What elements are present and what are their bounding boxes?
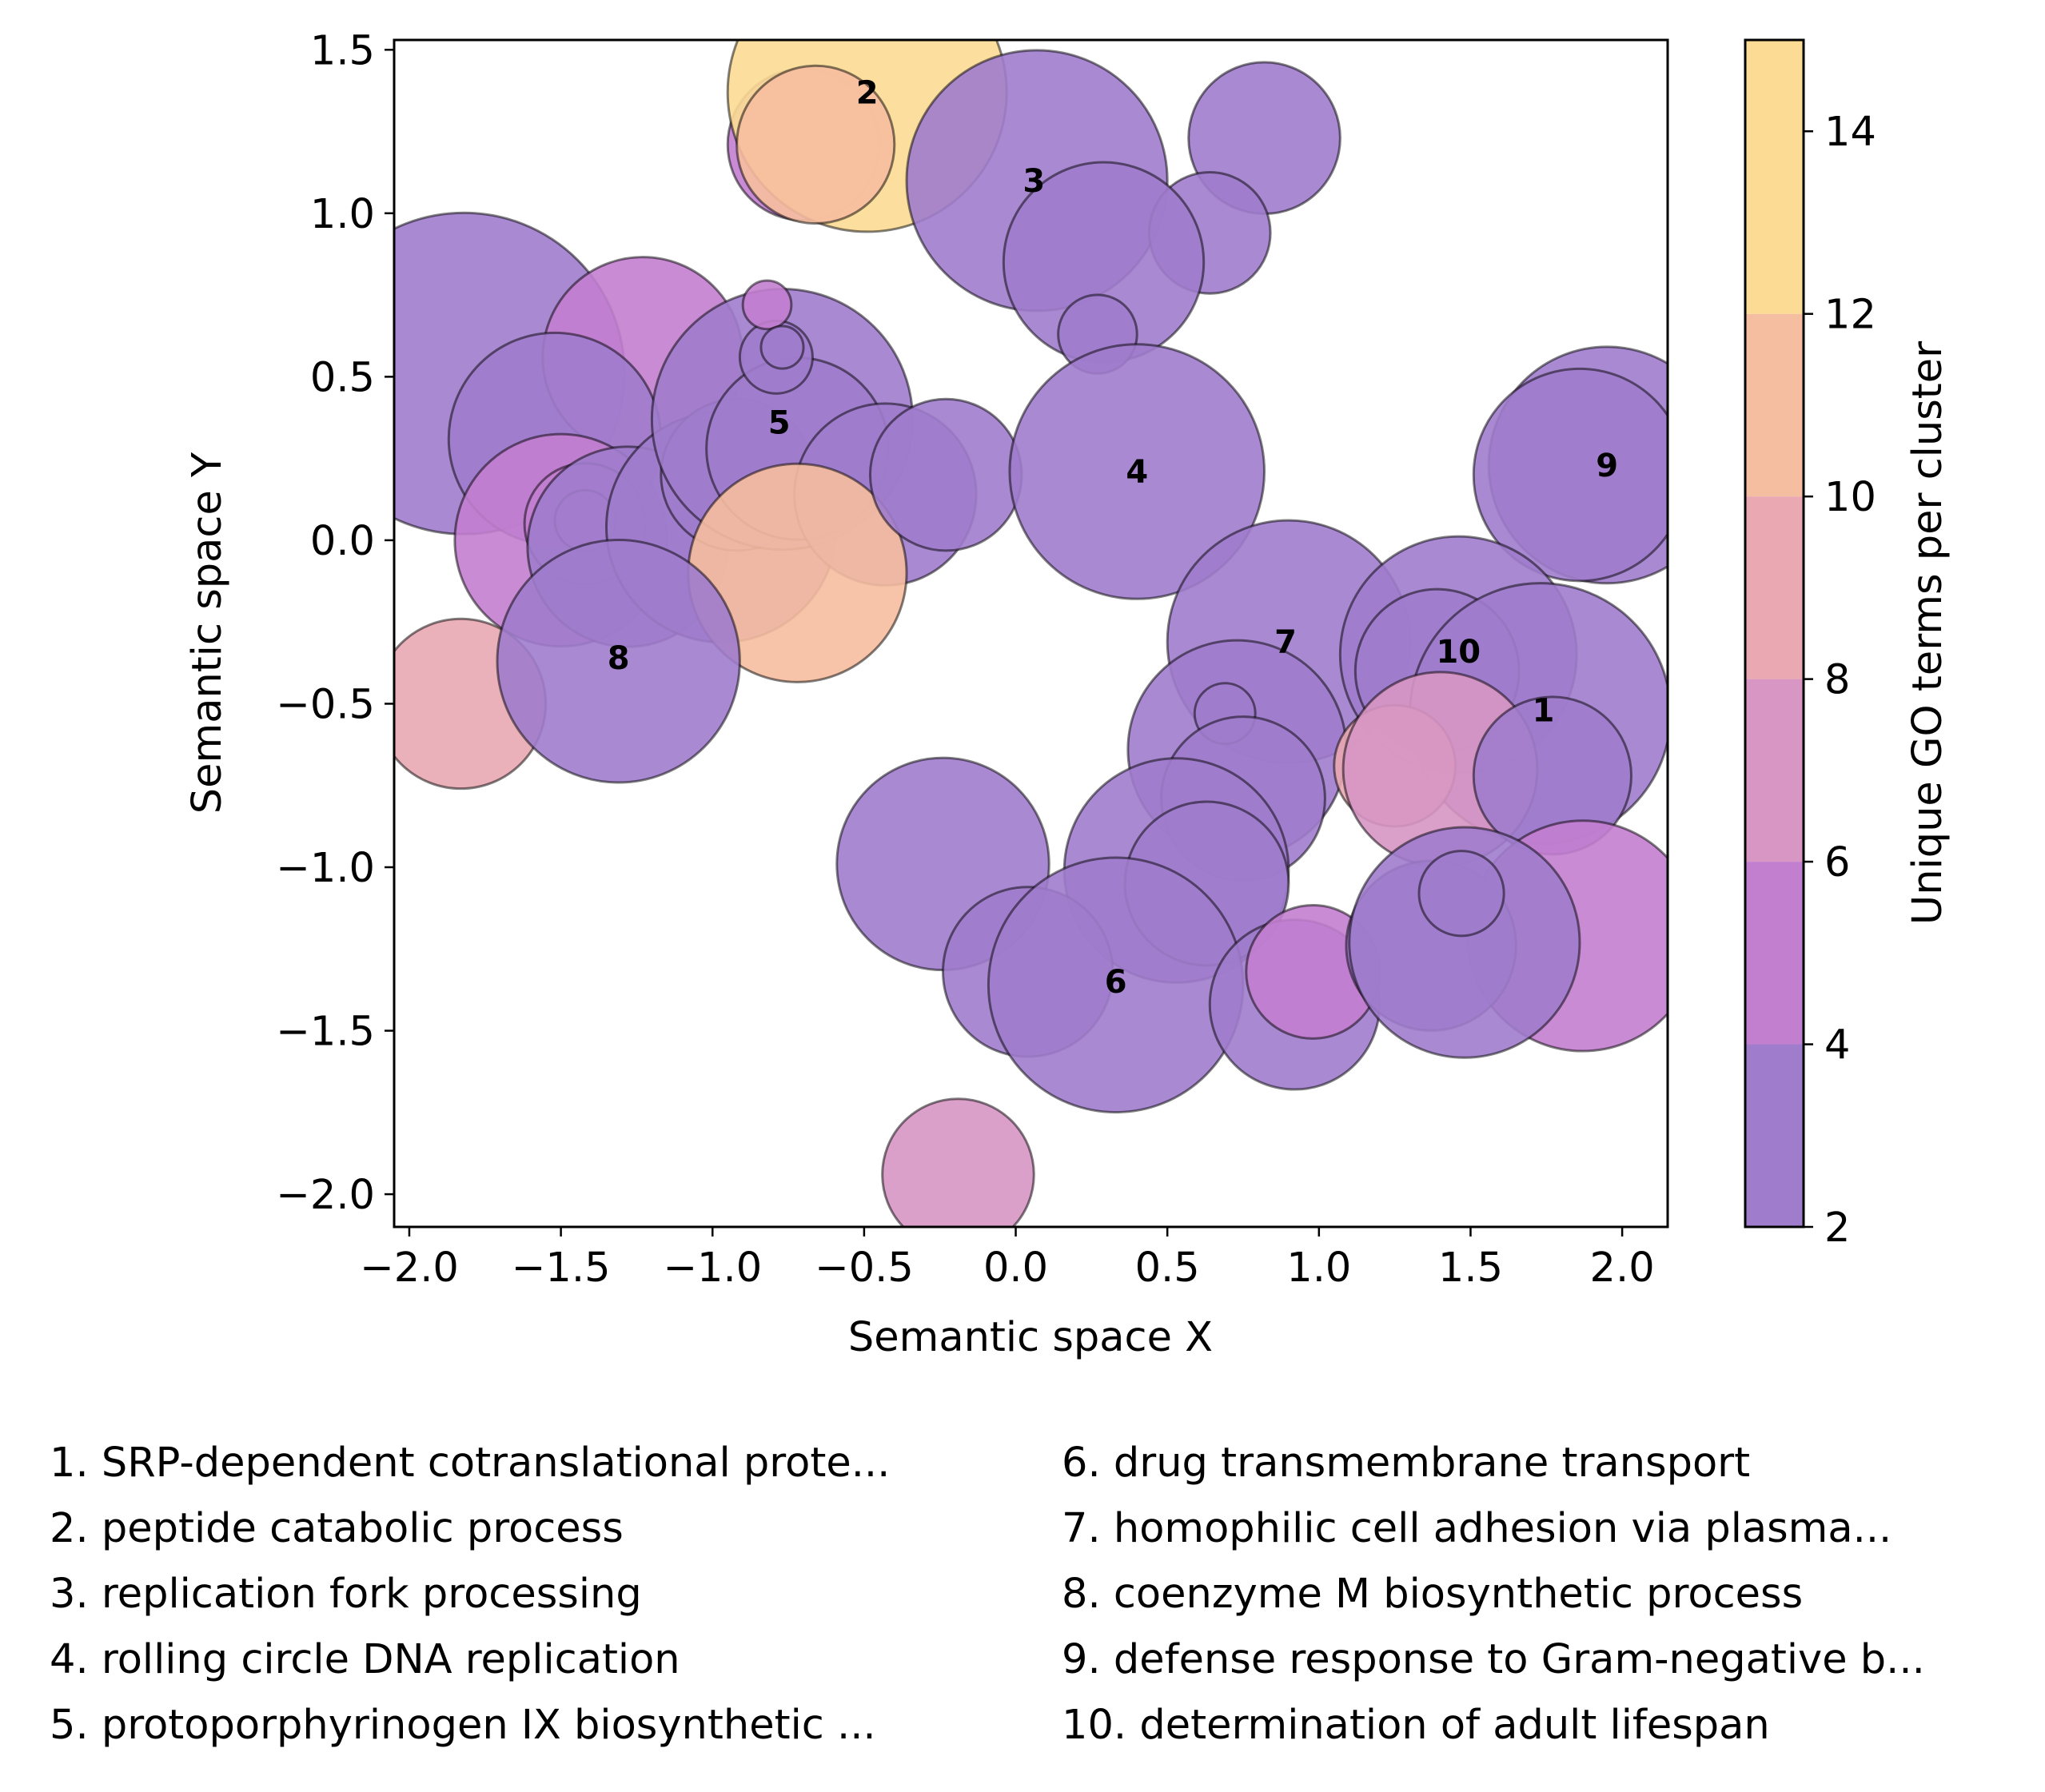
colorbar-tick-label: 8 <box>1824 657 1850 704</box>
cluster-label-6: 6 <box>1105 964 1127 1001</box>
cluster-label-10: 10 <box>1436 634 1481 671</box>
x-tick-label: 1.5 <box>1438 1244 1503 1292</box>
bubble-layer <box>394 40 1668 1227</box>
cluster-label-5: 5 <box>768 405 791 442</box>
x-tick-label: −1.5 <box>512 1244 611 1292</box>
colorbar-band-6 <box>1745 40 1804 314</box>
cluster-label-9: 9 <box>1596 448 1618 484</box>
cluster-label-4: 4 <box>1126 454 1148 491</box>
y-tick-label: −1.0 <box>276 845 375 892</box>
legend-item-5: 5. protoporphyrinogen IX biosynthetic ..… <box>50 1702 876 1749</box>
colorbar-band-4 <box>1745 496 1804 679</box>
bubble-30 <box>1472 367 1668 583</box>
colorbar-band-3 <box>1745 679 1804 862</box>
y-tick-label: −1.5 <box>276 1009 375 1056</box>
x-tick-label: 1.0 <box>1286 1244 1351 1292</box>
x-tick-label: −2.0 <box>360 1244 459 1292</box>
y-axis-label: Semantic space Y <box>184 452 231 814</box>
cluster-label-7: 7 <box>1274 624 1297 661</box>
colorbar <box>1745 40 1804 1227</box>
bubble-52 <box>881 1097 1035 1227</box>
colorbar-tick-label: 10 <box>1824 474 1876 521</box>
cluster-label-2: 2 <box>856 74 879 111</box>
y-tick-label: −2.0 <box>276 1172 375 1219</box>
cluster-label-3: 3 <box>1022 163 1045 200</box>
cluster-legend-left: 1. SRP-dependent cotranslational prote..… <box>50 1431 890 1758</box>
x-tick-label: −1.0 <box>663 1244 762 1292</box>
colorbar-tick-label: 14 <box>1824 109 1876 156</box>
x-tick-label: −0.5 <box>815 1244 914 1292</box>
colorbar-tick-label: 2 <box>1824 1205 1850 1252</box>
y-tick-label: 1.0 <box>310 191 375 238</box>
x-tick-label: 0.0 <box>983 1244 1048 1292</box>
bubble-17 <box>868 397 1023 552</box>
legend-item-9: 9. defense response to Gram-negative b..… <box>1062 1636 1925 1683</box>
legend-item-7: 7. homophilic cell adhesion via plasma..… <box>1062 1505 1892 1552</box>
bubble-51 <box>1417 850 1505 938</box>
colorbar-label: Unique GO terms per cluster <box>1904 341 1951 925</box>
bubble-13 <box>741 279 793 331</box>
y-axis-ticks: −2.0 −1.5 −1.0 −0.5 0.0 0.5 1.0 1.5 <box>276 27 394 1219</box>
bubble-28 <box>1008 343 1266 600</box>
bubble-14 <box>759 325 805 370</box>
colorbar-tick-label: 12 <box>1824 292 1876 339</box>
cluster-label-8: 8 <box>608 640 630 677</box>
colorbar-band-2 <box>1745 862 1804 1045</box>
legend-item-2: 2. peptide catabolic process <box>50 1505 624 1552</box>
x-tick-label: 2.0 <box>1590 1244 1655 1292</box>
x-axis-label: Semantic space X <box>848 1314 1213 1361</box>
y-tick-label: 0.5 <box>310 354 375 401</box>
x-tick-label: 0.5 <box>1135 1244 1200 1292</box>
legend-item-3: 3. replication fork processing <box>50 1571 642 1618</box>
cluster-label-1: 1 <box>1533 693 1555 730</box>
legend-item-4: 4. rolling circle DNA replication <box>50 1636 680 1683</box>
colorbar-tick-label: 4 <box>1824 1022 1850 1069</box>
x-axis-ticks: −2.0 −1.5 −1.0 −0.5 0.0 0.5 1.0 1.5 2.0 <box>360 1227 1655 1292</box>
legend-item-10: 10. determination of adult lifespan <box>1062 1702 1770 1749</box>
colorbar-ticks: 2 4 6 8 10 12 14 <box>1804 109 1876 1252</box>
plot-frame <box>393 38 1669 1229</box>
legend-item-8: 8. coenzyme M biosynthetic process <box>1062 1571 1804 1618</box>
colorbar-band-5 <box>1745 313 1804 497</box>
legend-item-1: 1. SRP-dependent cotranslational prote..… <box>50 1440 891 1487</box>
bubble-50 <box>1348 826 1581 1059</box>
y-tick-label: 0.0 <box>310 518 375 565</box>
legend-item-6: 6. drug transmembrane transport <box>1062 1440 1751 1487</box>
cluster-legend-right: 6. drug transmembrane transport 7. homop… <box>1062 1431 1925 1758</box>
y-tick-label: −0.5 <box>276 681 375 728</box>
bubble-22 <box>735 64 896 225</box>
y-tick-label: 1.5 <box>310 27 375 74</box>
colorbar-tick-label: 6 <box>1824 839 1850 886</box>
colorbar-band-1 <box>1745 1044 1804 1227</box>
bubble-19 <box>496 539 741 784</box>
colorbar-frame <box>1744 38 1805 1229</box>
cluster-label-layer: 1 2 3 4 5 6 7 8 9 10 <box>608 74 1618 1001</box>
